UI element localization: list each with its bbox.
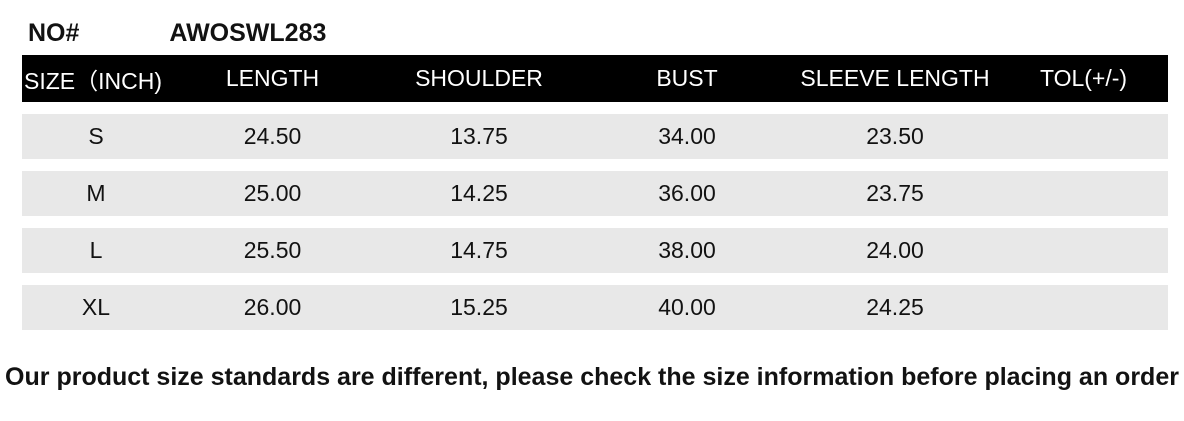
cell-shoulder: 14.25 [450, 180, 508, 206]
table-row-xl: XL 26.00 15.25 40.00 24.25 [22, 285, 1168, 330]
cell-bust: 38.00 [658, 237, 716, 263]
cell-bust: 36.00 [658, 180, 716, 206]
table-row-m: M 25.00 14.25 36.00 23.75 [22, 171, 1168, 216]
cell-length: 26.00 [243, 294, 302, 320]
cell-shoulder: 15.25 [450, 294, 508, 320]
cell-length: 25.00 [243, 180, 302, 206]
cell-sleeve-length: 23.50 [866, 123, 924, 149]
product-number-row: NO# AWOSWL283 [28, 19, 326, 47]
header-cell-sleeve-length: SLEEVE LENGTH [800, 65, 990, 91]
header-cell-tol: TOL(+/-) [1039, 65, 1128, 91]
cell-sleeve-length: 23.75 [866, 180, 924, 206]
cell-length: 25.50 [243, 237, 302, 263]
table-header-row: SIZE（INCH) LENGTH SHOULDER BUST SLEEVE L… [22, 55, 1168, 102]
table-row-s: S 24.50 13.75 34.00 23.50 [22, 114, 1168, 159]
product-number-label: NO# [28, 18, 80, 47]
size-chart-table: SIZE（INCH) LENGTH SHOULDER BUST SLEEVE L… [22, 55, 1168, 330]
header-cell-shoulder: SHOULDER [415, 65, 543, 91]
size-disclaimer-note: Our product size standards are different… [5, 363, 1179, 391]
cell-length: 24.50 [243, 123, 302, 149]
cell-size: L [89, 237, 103, 263]
cell-size: M [86, 180, 106, 206]
cell-bust: 40.00 [658, 294, 716, 320]
header-cell-bust: BUST [656, 65, 718, 91]
cell-bust: 34.00 [658, 123, 716, 149]
product-model-number: AWOSWL283 [169, 18, 327, 47]
cell-sleeve-length: 24.00 [866, 237, 924, 263]
header-cell-length: LENGTH [225, 65, 320, 91]
cell-size: S [88, 123, 104, 149]
cell-shoulder: 13.75 [450, 123, 508, 149]
cell-shoulder: 14.75 [450, 237, 508, 263]
cell-sleeve-length: 24.25 [866, 294, 924, 320]
cell-size: XL [81, 294, 111, 320]
table-row-l: L 25.50 14.75 38.00 24.00 [22, 228, 1168, 273]
header-cell-size: SIZE（INCH) [24, 67, 162, 94]
